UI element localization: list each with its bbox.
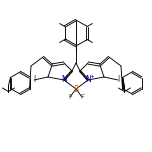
Text: N: N [61,76,67,85]
Text: F: F [80,94,84,100]
Text: I: I [33,76,35,85]
Text: F: F [68,94,72,100]
Text: B: B [73,85,79,93]
Text: N: N [85,76,91,85]
Text: I: I [117,76,119,85]
Text: +: + [89,74,94,79]
